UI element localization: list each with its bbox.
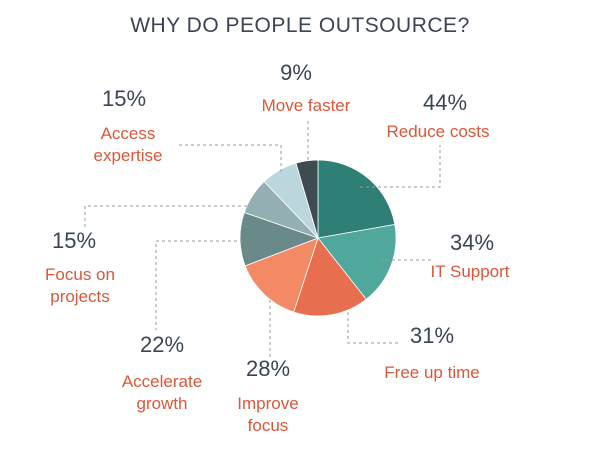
slice-label-1-line-1: Reduce costs — [387, 122, 490, 141]
chart-title: WHY DO PEOPLE OUTSOURCE? — [130, 14, 470, 37]
slice-percent-2: 34% — [450, 230, 494, 255]
slice-label-6-line-2: projects — [50, 287, 110, 306]
slice-percent-6: 15% — [52, 228, 96, 253]
slice-label-7-line-2: expertise — [94, 146, 163, 165]
slice-percent-3: 31% — [410, 323, 454, 348]
slice-percent-8: 9% — [280, 60, 312, 85]
pie-slice-2 — [317, 223, 397, 300]
slice-percent-4: 28% — [246, 356, 290, 381]
slice-label-3-line-1: Free up time — [384, 363, 479, 382]
pie-slices — [239, 159, 397, 317]
slice-label-2-line-1: IT Support — [430, 262, 509, 281]
leader-line-1 — [360, 145, 441, 188]
leader-lines — [84, 120, 441, 358]
slice-labels: 44% Reduce costs 34% IT Support 31% Free up t… — [45, 60, 510, 435]
slice-label-4-line-2: focus — [248, 416, 289, 435]
pie-slice-4 — [244, 237, 319, 313]
slice-percent-5: 22% — [140, 332, 184, 357]
slice-label-5-line-2: growth — [136, 394, 187, 413]
slice-percent-1: 44% — [423, 90, 467, 115]
slice-label-5-line-1: Accelerate — [122, 372, 202, 391]
slice-label-4-line-1: Improve — [237, 394, 298, 413]
leader-line-6 — [84, 205, 247, 228]
leader-line-7 — [176, 144, 282, 172]
slice-label-7-line-1: Access — [101, 124, 156, 143]
pie-slice-1 — [317, 159, 396, 239]
slice-label-6-line-1: Focus on — [45, 265, 115, 284]
slice-label-8-line-1: Move faster — [262, 96, 351, 115]
slice-percent-7: 15% — [102, 86, 146, 111]
leader-line-3 — [347, 312, 400, 344]
leader-line-5 — [155, 240, 243, 330]
pie-slice-8 — [295, 159, 319, 239]
